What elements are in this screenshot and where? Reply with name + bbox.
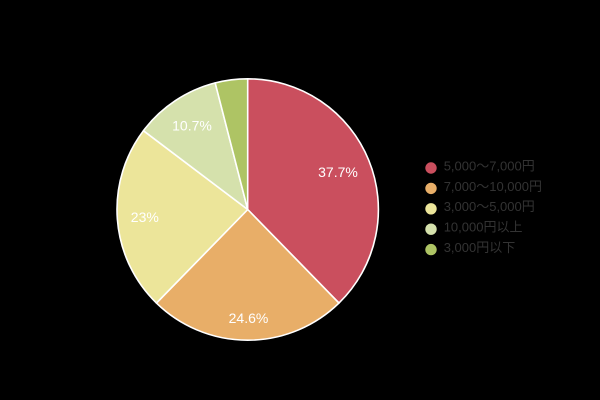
svg-text:10,000円以上: 10,000円以上 [444, 220, 523, 235]
svg-text:3,000円以下: 3,000円以下 [444, 240, 516, 255]
svg-text:10.7%: 10.7% [172, 117, 212, 133]
svg-text:24.6%: 24.6% [229, 310, 269, 326]
svg-text:5,000〜7,000円: 5,000〜7,000円 [444, 159, 535, 174]
svg-text:7,000〜10,000円: 7,000〜10,000円 [444, 179, 542, 194]
svg-text:3,000〜5,000円: 3,000〜5,000円 [444, 199, 535, 214]
svg-text:23%: 23% [131, 209, 159, 225]
svg-text:37.7%: 37.7% [318, 164, 358, 180]
